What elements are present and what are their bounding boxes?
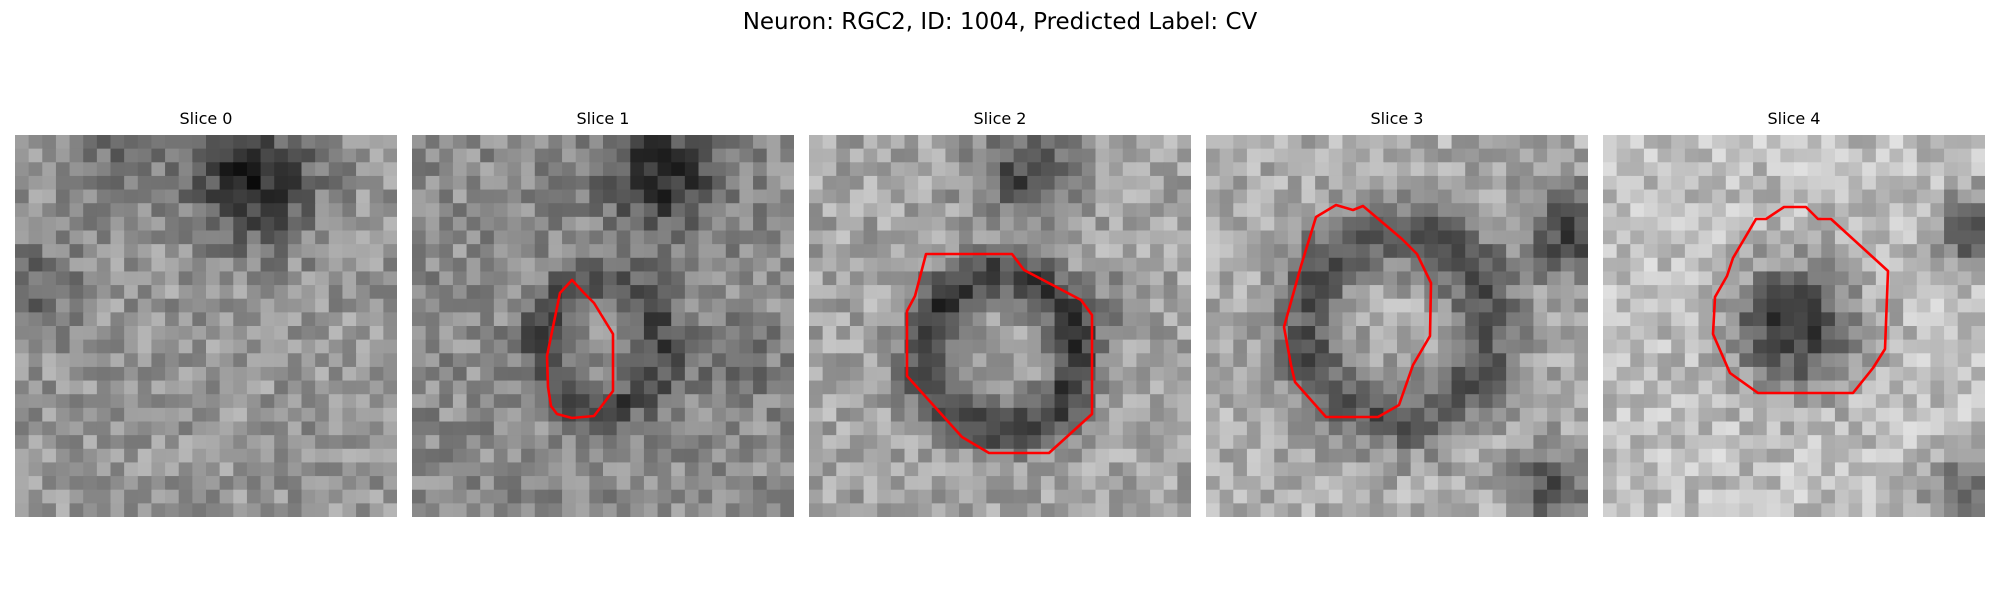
figure-title: Neuron: RGC2, ID: 1004, Predicted Label:… (742, 9, 1258, 35)
roi-contour (905, 252, 1094, 455)
slice-title: Slice 4 (1767, 109, 1821, 128)
slice-image-4 (1603, 135, 1985, 517)
slice-title: Slice 1 (576, 109, 630, 128)
roi-contour (1711, 205, 1890, 395)
slice-image-3 (1206, 135, 1588, 517)
slice-image-1 (412, 135, 794, 517)
roi-contour (1282, 203, 1433, 419)
slice-title: Slice 0 (179, 109, 233, 128)
grayscale-micrograph-1 (412, 135, 794, 517)
slice-title: Slice 3 (1370, 109, 1424, 128)
grayscale-micrograph-3 (1206, 135, 1588, 517)
slice-image-0 (15, 135, 397, 517)
grayscale-micrograph-4 (1603, 135, 1985, 517)
grayscale-micrograph-0 (15, 135, 397, 517)
grayscale-micrograph-2 (809, 135, 1191, 517)
slice-title: Slice 2 (973, 109, 1027, 128)
roi-contour (545, 278, 615, 420)
slice-image-2 (809, 135, 1191, 517)
